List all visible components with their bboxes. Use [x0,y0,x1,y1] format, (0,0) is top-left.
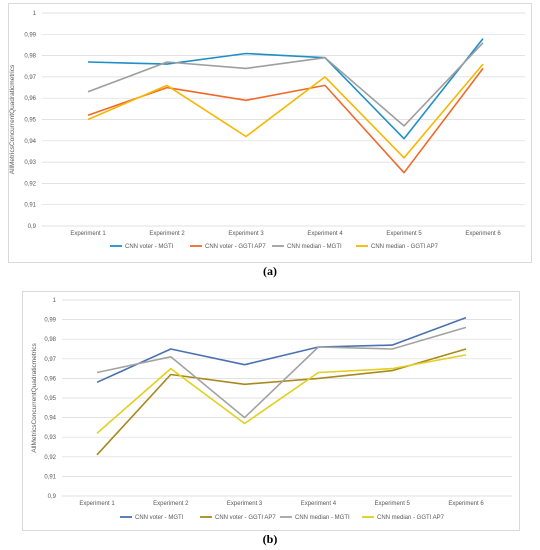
series-line-1 [87,67,484,174]
legend-label-2: CNN median - MGTI [295,515,350,521]
y-tick-label: 0,96 [44,376,56,382]
y-tick-label: 0,99 [24,32,36,38]
y-tick-label: 0,99 [44,318,56,324]
caption-a: (a) [0,264,540,279]
y-tick-label: 0,96 [24,96,36,102]
y-tick-label: 0,95 [44,396,56,402]
legend-label-3: CNN median - GGTI AP7 [377,515,445,521]
y-tick-label: 0,93 [24,160,36,166]
chart-frame-b [22,291,520,531]
caption-b-label: (b) [262,532,278,546]
x-tick-label: Experiment 4 [307,231,343,237]
x-tick-label: Experiment 2 [153,501,189,507]
x-tick-label: Experiment 5 [386,231,422,237]
legend-label-1: CNN voter - GGTI AP7 [205,244,266,250]
y-axis-label: AllMetricsConcurrentQuadraticmetrics [31,343,38,453]
chart-panel-a: 0,9 0,91 0,92 0,93 0,94 0,95 0,96 0,97 0,98 0,99 1… [0,3,540,279]
line-chart-b: 0,9 0,91 0,92 0,93 0,94 0,95 0,96 0,97 0,98 0,99 1… [31,298,512,521]
y-tick-label: 0,9 [48,494,57,500]
legend-label-2: CNN median - MGTI [287,244,342,250]
legend-label-0: CNN voter - MGTI [135,515,184,521]
legend-label-0: CNN voter - MGTI [125,244,174,250]
y-tick-label: 0,94 [44,416,56,422]
chart-panel-b: 0,9 0,91 0,92 0,93 0,94 0,95 0,96 0,97 0,98 0,99 1… [0,285,540,550]
y-tick-label: 0,95 [24,118,36,124]
x-tick-label: Experiment 5 [375,501,411,507]
series-line-2 [96,326,467,419]
series-line-3 [87,63,484,159]
y-tick-label: 0,94 [24,139,36,145]
y-tick-label: 0,97 [24,75,36,81]
y-tick-label: 0,92 [44,455,56,461]
x-tick-label: Experiment 3 [228,231,264,237]
y-tick-label: 0,92 [24,181,36,187]
legend-label-1: CNN voter - GGTI AP7 [215,515,276,521]
y-tick-label: 0,91 [24,203,36,209]
series-line-2 [87,42,484,127]
x-tick-label: Experiment 6 [448,501,484,507]
y-tick-label: 0,91 [44,474,56,480]
chart-frame-a [8,3,532,263]
series-line-3 [96,354,467,434]
series-line-0 [87,38,484,140]
legend-label-3: CNN median - GGTI AP7 [371,244,439,250]
y-tick-label: 1 [53,298,57,304]
y-axis-label: AllMetricsConcurrentQuadraticmetrics [9,64,16,174]
x-tick-label: Experiment 2 [149,231,185,237]
y-tick-label: 0,98 [44,337,56,343]
y-tick-label: 0,93 [44,435,56,441]
x-tick-label: Experiment 1 [79,501,115,507]
caption-b: (b) [0,532,540,547]
line-chart-a: 0,9 0,91 0,92 0,93 0,94 0,95 0,96 0,97 0,98 0,99 1… [9,11,525,250]
caption-a-label: (a) [263,264,277,278]
series-line-0 [96,316,467,384]
y-tick-label: 0,9 [28,224,37,230]
x-tick-label: Experiment 4 [301,501,337,507]
y-tick-label: 1 [33,11,37,17]
x-tick-label: Experiment 3 [227,501,263,507]
y-tick-label: 0,97 [44,357,56,363]
x-tick-label: Experiment 6 [465,231,501,237]
x-tick-label: Experiment 1 [70,231,106,237]
y-tick-label: 0,98 [24,54,36,60]
